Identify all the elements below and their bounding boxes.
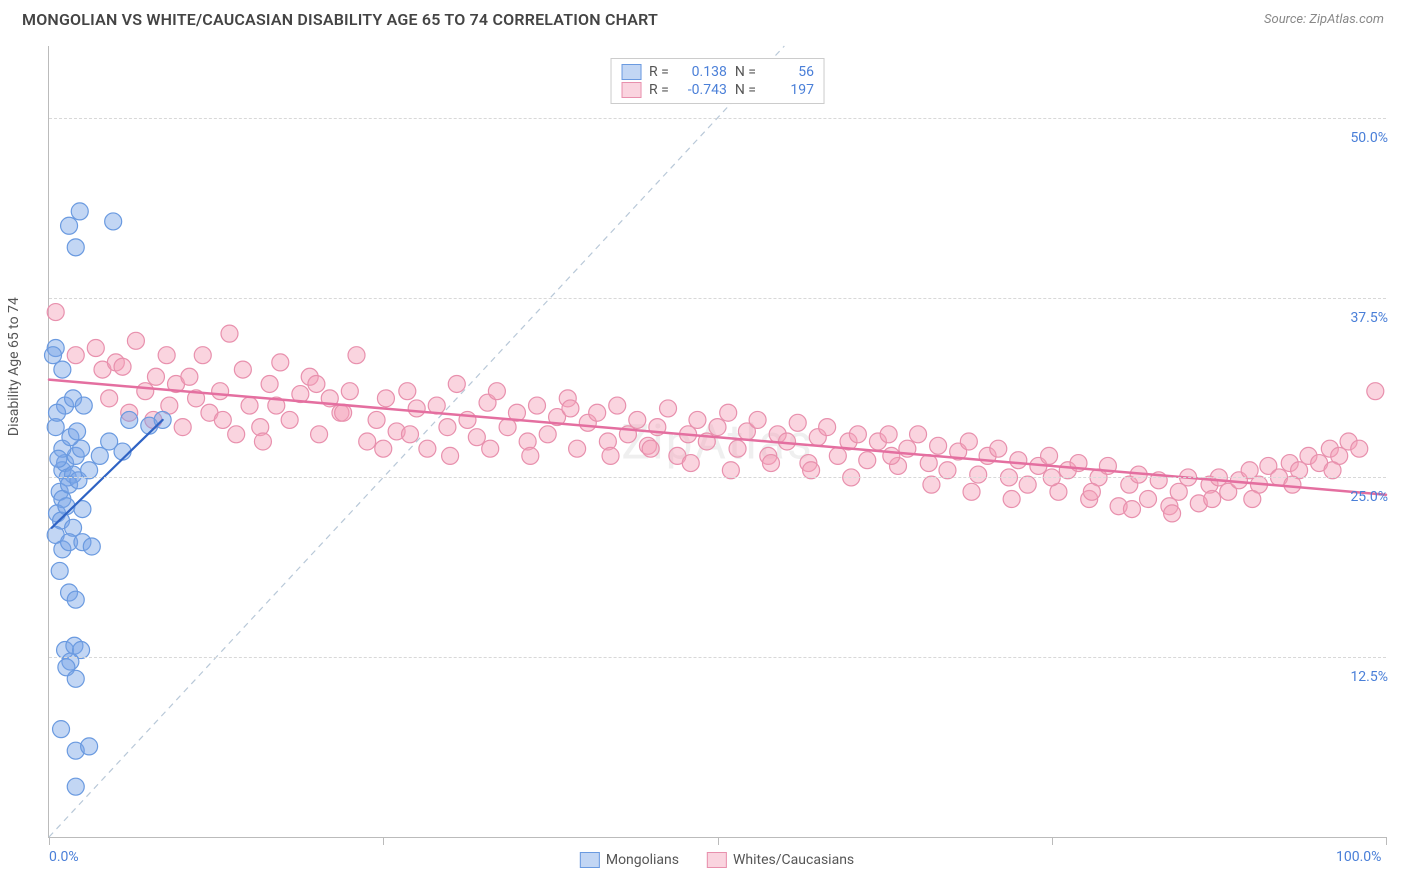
x-tick	[383, 837, 384, 845]
r-value: -0.743	[677, 82, 727, 98]
legend-label: Whites/Caucasians	[733, 852, 854, 868]
n-value: 56	[764, 64, 814, 80]
r-value: 0.138	[677, 64, 727, 80]
n-label: N =	[735, 82, 756, 98]
chart-title: MONGOLIAN VS WHITE/CAUCASIAN DISABILITY …	[22, 10, 658, 29]
n-label: N =	[735, 64, 756, 80]
y-tick-label: 25.0%	[1350, 489, 1388, 505]
x-tick-label: 0.0%	[49, 849, 79, 865]
legend-stats: R = 0.138 N = 56 R = -0.743 N = 197	[610, 58, 825, 104]
scatter-svg	[49, 46, 1386, 837]
chart-header: MONGOLIAN VS WHITE/CAUCASIAN DISABILITY …	[0, 0, 1406, 35]
x-tick-label: 100.0%	[1336, 849, 1381, 865]
legend-swatch	[621, 64, 641, 80]
r-label: R =	[649, 64, 669, 80]
x-tick	[1386, 837, 1387, 845]
gridline	[49, 298, 1386, 299]
y-tick-label: 37.5%	[1350, 310, 1388, 326]
gridline	[49, 118, 1386, 119]
legend-stats-row: R = -0.743 N = 197	[621, 81, 814, 99]
r-label: R =	[649, 82, 669, 98]
chart-source: Source: ZipAtlas.com	[1264, 12, 1384, 27]
x-tick	[49, 837, 50, 845]
legend-item: Mongolians	[580, 852, 679, 868]
legend-swatch	[580, 852, 600, 868]
n-value: 197	[764, 82, 814, 98]
x-tick	[1052, 837, 1053, 845]
legend-swatch	[621, 82, 641, 98]
legend-series: Mongolians Whites/Caucasians	[580, 852, 854, 868]
legend-label: Mongolians	[606, 852, 679, 868]
gridline	[49, 477, 1386, 478]
gridline	[49, 657, 1386, 658]
legend-swatch	[707, 852, 727, 868]
x-tick	[718, 837, 719, 845]
chart-container: Disability Age 65 to 74 ZipAtlas R = 0.1…	[48, 46, 1386, 838]
legend-item: Whites/Caucasians	[707, 852, 854, 868]
legend-stats-row: R = 0.138 N = 56	[621, 63, 814, 81]
y-axis-label: Disability Age 65 to 74	[6, 297, 22, 436]
y-tick-label: 12.5%	[1350, 669, 1388, 685]
plot-area: ZipAtlas R = 0.138 N = 56 R = -0.743 N =…	[48, 46, 1386, 838]
y-tick-label: 50.0%	[1350, 130, 1388, 146]
